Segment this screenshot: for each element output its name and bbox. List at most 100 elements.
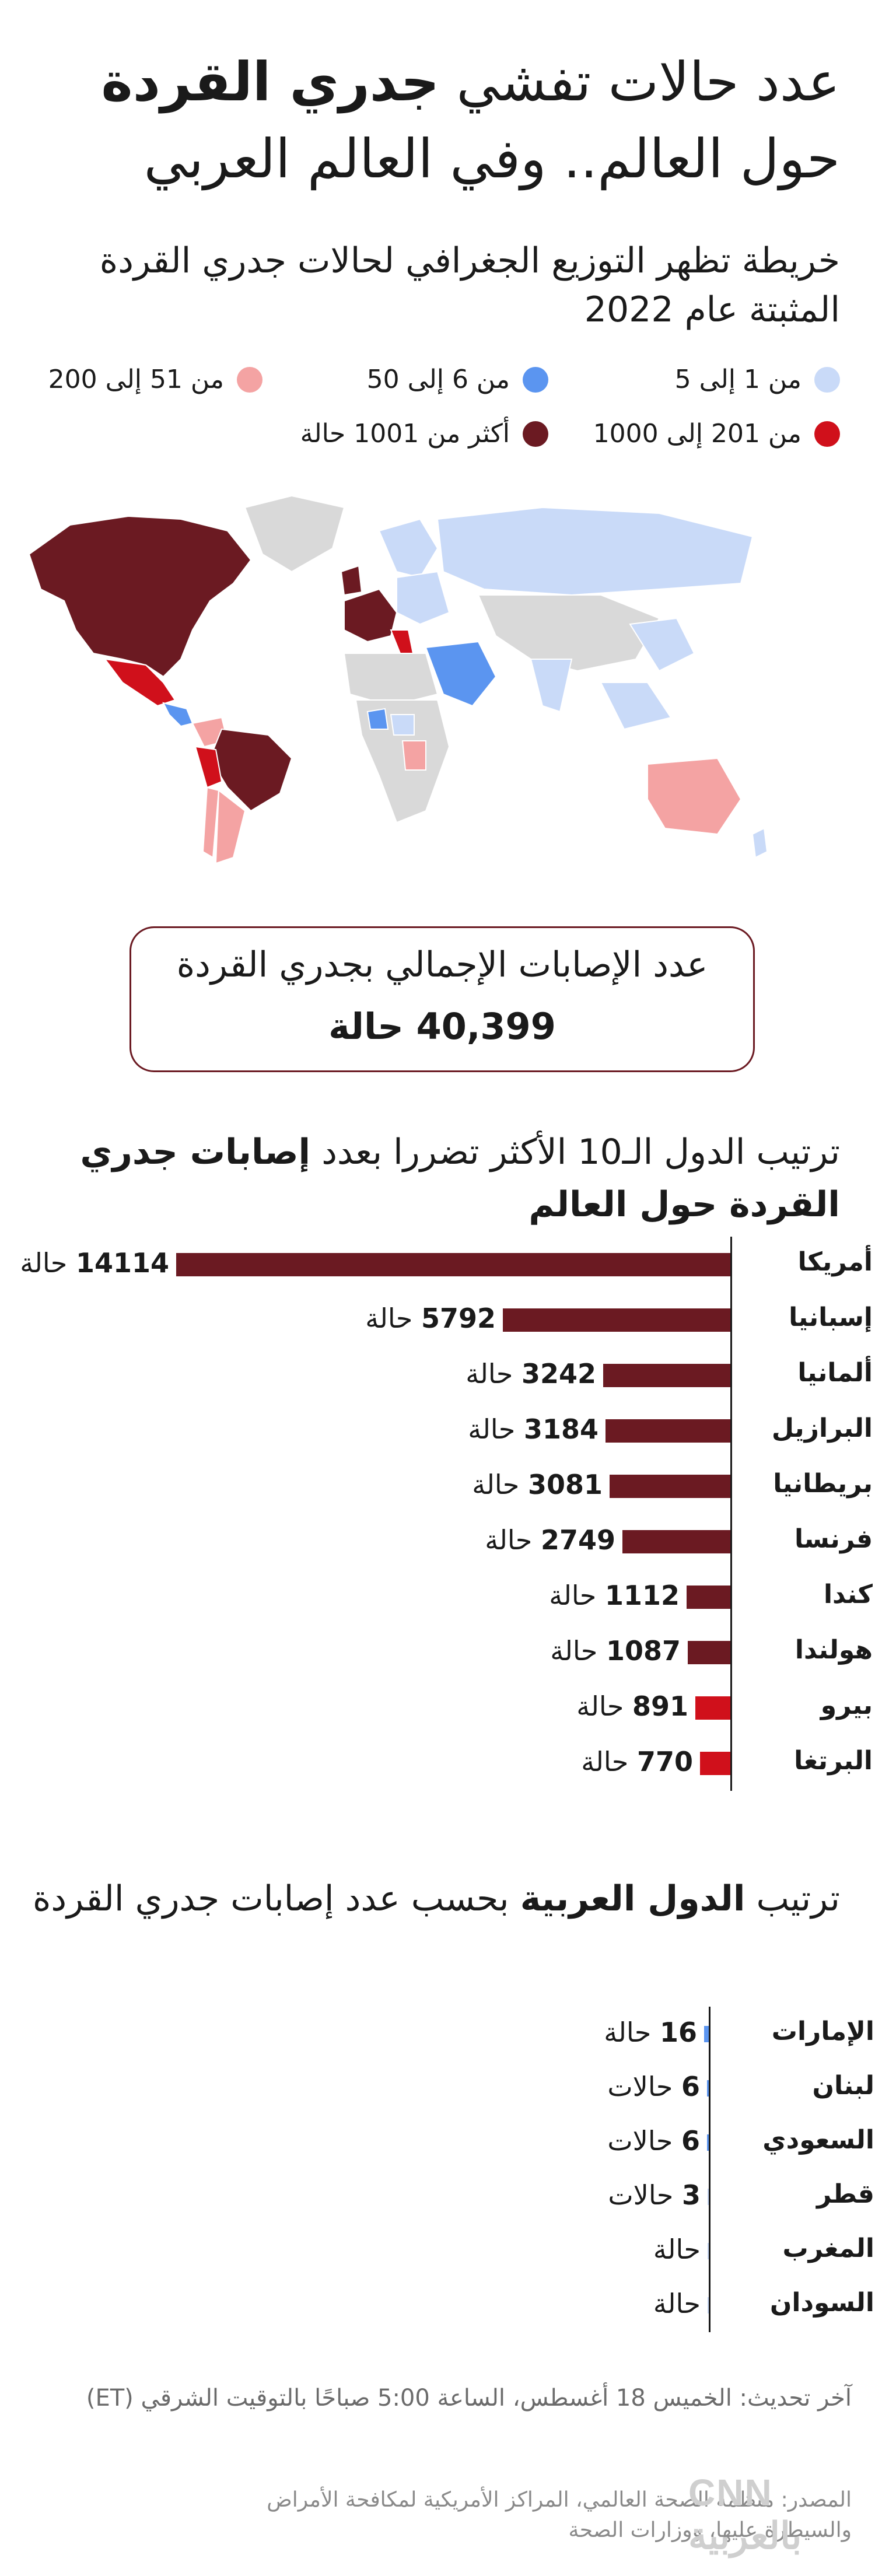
value-number: 14114 [75, 1247, 169, 1279]
map-region-australia [647, 757, 742, 835]
category-label: السعودي [762, 2124, 874, 2155]
value-number: 6 [681, 2124, 700, 2157]
top10-chart-title: ترتيب الدول الـ10 الأكثر تضررا بعدد إصاب… [23, 1126, 840, 1231]
value-label: 770 حالة [581, 1746, 693, 1777]
map-region-mexico [103, 658, 176, 707]
bar [688, 1640, 730, 1664]
bar [503, 1308, 730, 1332]
category-label: الإمارات [771, 2016, 874, 2046]
map-region-nigeria [390, 714, 415, 736]
map-region-western-europe [344, 588, 398, 643]
legend-label: من 51 إلى 200 [48, 365, 224, 394]
value-unit: حالة [550, 1634, 598, 1667]
value-unit: حالات [607, 2124, 673, 2157]
value-number: 770 [636, 1745, 693, 1777]
map-region-se-asia [600, 682, 672, 730]
value-label: 2749 حالة [485, 1524, 615, 1556]
value-number: 1112 [604, 1579, 680, 1611]
chart-axis [709, 2007, 710, 2332]
value-label: حالة [653, 2288, 701, 2319]
category-label: لبنان [812, 2070, 874, 2101]
bar [708, 2242, 709, 2259]
value-number: 3081 [527, 1468, 603, 1500]
map-region-argentina [215, 789, 246, 864]
map-region-africa [355, 699, 450, 824]
bar [606, 1419, 730, 1443]
bar [704, 2025, 709, 2042]
value-number: 5792 [421, 1302, 496, 1334]
value-unit: حالة [653, 2287, 701, 2319]
value-unit: حالة [604, 2016, 652, 2048]
top10-title-part1: ترتيب الدول الـ10 الأكثر تضررا بعدد [310, 1132, 840, 1172]
value-label: 891 حالة [576, 1690, 688, 1722]
value-number: 6 [681, 2070, 700, 2102]
bar [707, 2134, 709, 2151]
legend-label: أكثر من 1001 حالة [300, 419, 510, 449]
map-subtitle: خريطة تظهر التوزيع الجغرافي لحالات جدري … [99, 240, 840, 330]
category-label: هولندا [794, 1634, 873, 1665]
category-label: البرازيل [771, 1413, 873, 1443]
legend-label: من 6 إلى 50 [366, 365, 510, 394]
category-label: بريطانيا [773, 1468, 873, 1499]
legend-item: من 51 إلى 200 [48, 365, 262, 394]
value-unit: حالة [468, 1413, 516, 1445]
bar [622, 1530, 730, 1553]
total-cases-box: عدد الإصابات الإجمالي بجدري القردة 40,39… [130, 926, 755, 1072]
bar [176, 1252, 730, 1276]
legend-item: من 6 إلى 50 [367, 365, 548, 394]
value-unit: حالة [472, 1468, 520, 1500]
title-line1-part1: عدد حالات تفشي [439, 51, 840, 113]
value-label: 14114 حالة [20, 1247, 169, 1279]
category-label: أمريكا [797, 1247, 873, 1277]
value-unit: حالة [653, 2233, 701, 2265]
total-cases-value: 40,399 حالة [328, 1005, 556, 1048]
value-label: 3184 حالة [468, 1413, 598, 1445]
value-unit: حالة [485, 1524, 533, 1556]
map-region-uk [340, 565, 363, 596]
bar [603, 1363, 730, 1387]
bar [695, 1696, 730, 1720]
map-region-middle-east [425, 640, 497, 707]
category-label: فرنسا [794, 1524, 873, 1554]
map-region-new-zealand [751, 827, 768, 859]
map-region-scandinavia [378, 518, 439, 579]
legend-swatch [237, 366, 262, 393]
value-unit: حالات [608, 2179, 674, 2211]
arab-title-part1: ترتيب [745, 1878, 840, 1919]
value-label: 3242 حالة [466, 1358, 596, 1390]
value-label: 1087 حالة [550, 1635, 681, 1667]
top10-title-bold: إصابات جدري القردة حول العالم [80, 1132, 840, 1225]
category-label: المغرب [782, 2233, 874, 2263]
bar [610, 1474, 730, 1498]
map-region-east-asia [629, 617, 695, 672]
value-number: 16 [659, 2016, 697, 2048]
value-label: 3081 حالة [472, 1469, 603, 1500]
value-label: 16 حالة [604, 2017, 697, 2048]
value-number: 3 [681, 2179, 701, 2211]
map-region-central-america [162, 702, 194, 727]
legend-item: من 1 إلى 5 [675, 365, 840, 394]
legend-swatch [814, 366, 840, 393]
page-title: عدد حالات تفشي جدري القردة حول العالم.. … [35, 44, 840, 198]
bar [708, 2188, 709, 2205]
value-label: 3 حالات [608, 2179, 701, 2211]
legend-item: أكثر من 1001 حالة [300, 419, 548, 449]
category-label: السودان [769, 2287, 874, 2318]
legend-swatch [814, 421, 840, 447]
total-cases-label: عدد الإصابات الإجمالي بجدري القردة [176, 944, 708, 985]
map-region-peru [194, 746, 223, 789]
top10-bar-chart: أمريكا 14114 حالة إسبانيا 5792 حالة ألمانيا 3… [0, 1237, 875, 1808]
arab-title-part2: بحسب عدد إصابات جدري القردة [32, 1878, 520, 1919]
map-region-russia [436, 506, 754, 596]
bar [700, 1751, 730, 1775]
value-label: حالة [653, 2234, 701, 2265]
value-label: 6 حالات [607, 2125, 700, 2157]
value-unit: حالة [20, 1247, 68, 1279]
map-region-north-africa [343, 653, 439, 707]
value-number: 891 [632, 1690, 688, 1722]
bar [707, 2080, 709, 2096]
value-label: 5792 حالة [365, 1303, 496, 1334]
legend-swatch [523, 366, 548, 393]
map-region-india [530, 659, 573, 713]
category-label: البرتغا [794, 1745, 873, 1776]
